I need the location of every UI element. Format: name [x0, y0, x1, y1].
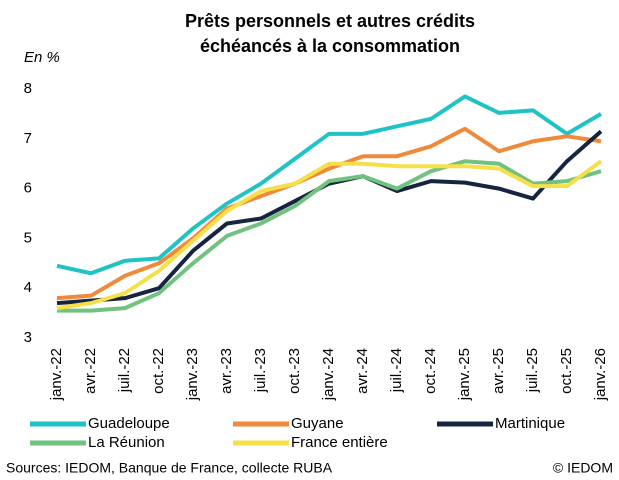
x-tick-label: janv.-25 — [456, 348, 473, 401]
y-tick-label: 8 — [24, 80, 32, 97]
y-tick-label: 4 — [24, 279, 32, 296]
x-tick-label: juil.-24 — [388, 348, 405, 393]
x-tick-label: juil.-23 — [252, 348, 269, 393]
copyright: © IEDOM — [553, 460, 613, 476]
x-tick-label: oct.-22 — [150, 348, 167, 394]
series-line — [56, 94, 603, 276]
x-tick-label: oct.-25 — [558, 348, 575, 394]
x-tick-label: janv.-26 — [592, 348, 609, 401]
x-tick-label: avr.-22 — [82, 348, 99, 394]
source: Sources: IEDOM, Banque de France, collec… — [6, 460, 333, 476]
x-tick-label: janv.-22 — [48, 348, 65, 401]
chart-title: Prêts personnels et autres crédits — [185, 11, 475, 31]
y-tick-label: 5 — [24, 229, 32, 246]
y-tick-label: 3 — [24, 329, 32, 346]
y-tick-label: 7 — [24, 130, 32, 147]
legend-label: Guadeloupe — [88, 415, 170, 432]
legend-label: Martinique — [495, 415, 565, 432]
series-line — [56, 129, 603, 306]
series-line — [56, 159, 603, 311]
x-tick-label: avr.-25 — [490, 348, 507, 394]
chart-title: échéancés à la consommation — [200, 36, 460, 56]
legend-label: Guyane — [291, 415, 344, 432]
x-tick-label: avr.-24 — [354, 348, 371, 394]
y-tick-label: 6 — [24, 180, 32, 197]
x-tick-label: janv.-24 — [320, 348, 337, 401]
y-axis-label: En % — [24, 49, 60, 66]
x-tick-label: janv.-23 — [184, 348, 201, 401]
x-tick-label: juil.-25 — [524, 348, 541, 393]
series-line — [57, 159, 602, 313]
series-line — [56, 126, 602, 301]
x-tick-label: avr.-23 — [218, 348, 235, 394]
x-tick-label: juil.-22 — [116, 348, 133, 393]
x-tick-label: oct.-24 — [422, 348, 439, 394]
x-tick-label: oct.-23 — [286, 348, 303, 394]
legend-label: La Réunion — [88, 434, 165, 451]
legend-label: France entière — [291, 434, 388, 451]
